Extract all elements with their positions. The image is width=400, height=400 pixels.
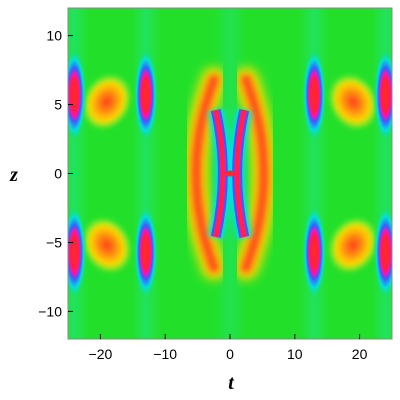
arc-layer (183, 66, 277, 281)
spot-upper-right-inner (301, 46, 327, 144)
y-tick-label: −5 (46, 234, 62, 250)
x-tick-label: 0 (226, 346, 234, 362)
x-tick-label: −10 (153, 346, 177, 362)
y-axis: −10 −5 0 5 10 (38, 28, 73, 319)
spot-layer (68, 46, 392, 301)
blob-upper-right (328, 73, 378, 130)
arc-left-core (193, 77, 217, 270)
x-center-core (214, 109, 246, 238)
x-tick-label: 10 (287, 346, 303, 362)
y-tick-label: 5 (54, 97, 62, 113)
spot-upper-left-outer (68, 46, 87, 144)
arc-right-core (243, 77, 267, 270)
spot-lower-right-outer (373, 203, 392, 301)
x-center-layer (207, 108, 253, 239)
y-tick-label: −10 (38, 303, 62, 319)
blob-upper-left (82, 73, 132, 130)
blob-lower-left (82, 217, 132, 274)
spot-lower-left-inner (133, 203, 159, 301)
x-axis: −20 −10 0 10 20 (89, 334, 368, 362)
y-tick-label: 0 (54, 166, 62, 182)
plot-area (68, 8, 392, 339)
x-tick-label: 20 (352, 346, 368, 362)
x-axis-title: t (228, 372, 235, 394)
x-center-point (225, 170, 235, 177)
blob-lower-right (328, 217, 378, 274)
spot-lower-right-inner (301, 203, 327, 301)
spot-upper-right-outer (373, 46, 392, 144)
y-axis-title: z (9, 164, 18, 186)
blob-layer (82, 73, 378, 274)
spot-upper-left-inner (133, 46, 159, 144)
y-tick-label: 10 (46, 28, 62, 44)
x-tick-label: −20 (89, 346, 113, 362)
spot-lower-left-outer (68, 203, 87, 301)
